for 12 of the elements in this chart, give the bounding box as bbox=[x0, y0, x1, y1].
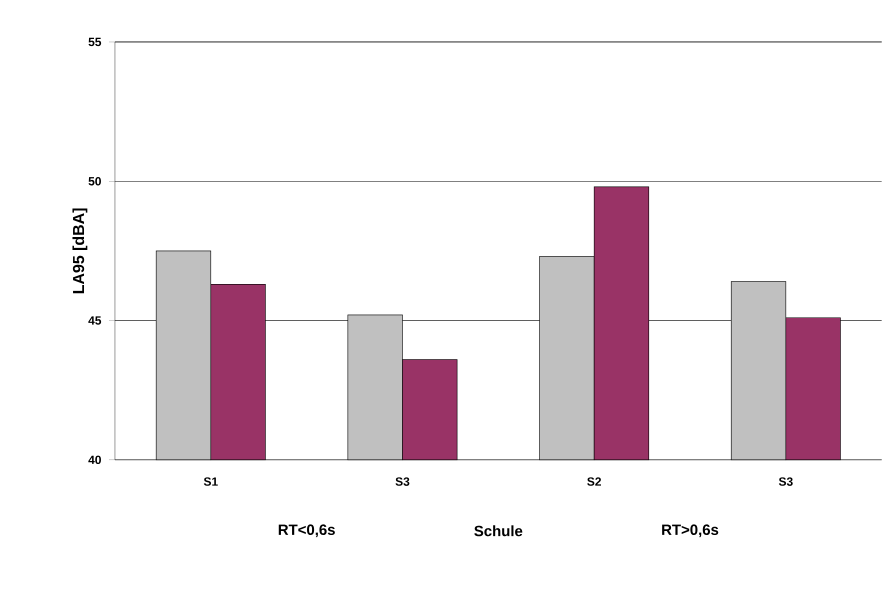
x-axis-title: Schule bbox=[474, 525, 522, 536]
x-tick-label: S3 bbox=[778, 477, 793, 486]
y-tick-label: 55 bbox=[88, 38, 102, 46]
y-tick-label: 40 bbox=[88, 456, 101, 464]
text: RT<0,6s bbox=[278, 524, 335, 538]
x-tick-label: S2 bbox=[587, 477, 601, 486]
x-tick-label: S3 bbox=[396, 477, 410, 486]
y-tick-label: 50 bbox=[88, 177, 101, 186]
x-tick-label: S1 bbox=[204, 477, 218, 486]
y-axis-title: LA95 [dBA] bbox=[72, 208, 88, 294]
text: RT>0,6s bbox=[662, 524, 718, 538]
y-tick-label: 45 bbox=[88, 316, 102, 325]
